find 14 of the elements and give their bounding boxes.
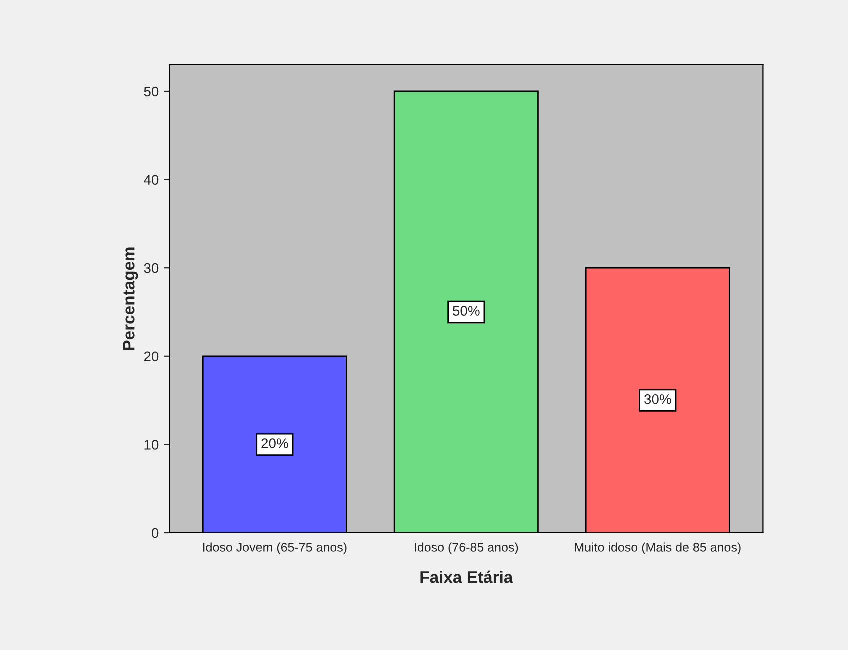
x-axis-title: Faixa Etária (420, 570, 514, 584)
data-label: 30% (644, 394, 672, 404)
y-tick-label: 50 (144, 86, 159, 97)
y-axis-title: Percentagem (123, 248, 138, 350)
y-tick-label: 0 (152, 528, 159, 538)
x-tick-label: Muito idoso (Mais de 85 anos) (575, 542, 741, 554)
x-tick-label: Idoso Jovem (65-75 anos) (203, 542, 347, 554)
y-tick-label: 10 (144, 440, 159, 450)
data-label: 50% (453, 306, 480, 316)
y-tick-label: 30 (144, 263, 159, 274)
y-tick-label: 40 (144, 175, 159, 185)
y-tick-label: 20 (144, 352, 159, 362)
data-label: 20% (262, 438, 288, 448)
x-tick-label: Idoso (76-85 anos) (415, 542, 518, 554)
